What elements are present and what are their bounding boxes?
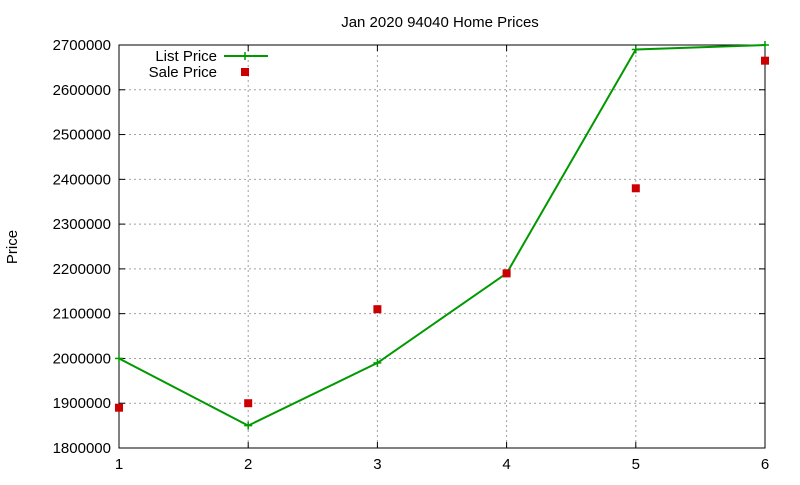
y-axis-label: Price <box>4 230 21 264</box>
y-tick-label: 2400000 <box>53 171 111 188</box>
series-layer <box>115 41 769 430</box>
tick-labels: 1800000 1900000 2000000 2100000 2200000 23000… <box>53 37 770 473</box>
chart-title: Jan 2020 94040 Home Prices <box>341 14 539 31</box>
series-list-price <box>115 41 769 430</box>
x-tick-label: 2 <box>244 456 252 473</box>
y-tick-label: 2200000 <box>53 261 111 278</box>
legend-marker-sale-price <box>241 68 249 76</box>
list-price-line <box>118 44 766 427</box>
plot-frame <box>118 44 766 449</box>
x-tick-label: 3 <box>373 456 381 473</box>
y-tick-label: 2100000 <box>53 306 111 323</box>
sale-price-point <box>244 399 253 408</box>
sale-price-point <box>502 269 511 278</box>
legend-marker-list-price <box>241 52 249 60</box>
x-tick-label: 1 <box>115 456 123 473</box>
x-tick-label: 6 <box>761 456 769 473</box>
grid-layer <box>119 45 765 448</box>
sale-price-point <box>631 184 640 193</box>
axes-layer <box>118 44 766 449</box>
y-tick-label: 2300000 <box>53 216 111 233</box>
list-price-point <box>373 358 382 367</box>
x-tick-label: 5 <box>632 456 640 473</box>
x-tick-label: 4 <box>502 456 510 473</box>
series-sale-price <box>115 56 769 412</box>
legend-label-sale-price: Sale Price <box>149 64 217 81</box>
sale-price-point <box>373 305 382 314</box>
legend-label-list-price: List Price <box>155 48 217 65</box>
list-price-point <box>761 41 769 49</box>
list-price-point <box>631 45 640 54</box>
y-tick-label: 2000000 <box>53 350 111 367</box>
sale-price-point <box>115 403 123 412</box>
y-tick-label: 2700000 <box>53 37 111 54</box>
y-tick-label: 2600000 <box>53 82 111 99</box>
list-price-point <box>244 421 253 430</box>
y-tick-label: 1900000 <box>53 395 111 412</box>
y-tick-label: 1800000 <box>53 440 111 457</box>
y-tick-label: 2500000 <box>53 127 111 144</box>
sale-price-point <box>761 56 769 65</box>
list-price-point <box>115 354 123 363</box>
